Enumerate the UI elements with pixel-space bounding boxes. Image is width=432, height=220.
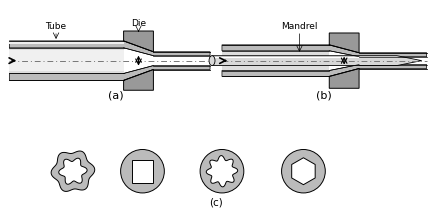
- Circle shape: [200, 150, 244, 193]
- Polygon shape: [124, 70, 153, 90]
- Text: $\alpha$: $\alpha$: [335, 32, 342, 41]
- Circle shape: [121, 150, 164, 193]
- Text: (a): (a): [108, 90, 124, 100]
- Polygon shape: [51, 151, 95, 191]
- Ellipse shape: [209, 56, 215, 66]
- Polygon shape: [222, 65, 427, 76]
- Polygon shape: [10, 48, 124, 73]
- Polygon shape: [10, 66, 210, 80]
- Polygon shape: [59, 158, 87, 184]
- Text: Tube: Tube: [45, 22, 67, 31]
- Polygon shape: [124, 41, 153, 52]
- Polygon shape: [222, 66, 329, 70]
- Text: (b): (b): [316, 90, 332, 100]
- Polygon shape: [10, 41, 124, 44]
- Polygon shape: [124, 31, 153, 52]
- Polygon shape: [329, 69, 359, 88]
- Bar: [132, 160, 153, 183]
- Polygon shape: [124, 70, 153, 80]
- Polygon shape: [292, 158, 315, 185]
- Text: Die: Die: [131, 19, 146, 28]
- Polygon shape: [222, 45, 427, 57]
- Circle shape: [282, 150, 325, 193]
- Polygon shape: [10, 50, 124, 72]
- Text: (c): (c): [209, 198, 223, 208]
- Polygon shape: [329, 33, 359, 53]
- Polygon shape: [212, 56, 422, 66]
- Polygon shape: [222, 51, 329, 56]
- Polygon shape: [206, 156, 238, 187]
- Polygon shape: [10, 41, 210, 56]
- Text: Mandrel: Mandrel: [281, 22, 318, 31]
